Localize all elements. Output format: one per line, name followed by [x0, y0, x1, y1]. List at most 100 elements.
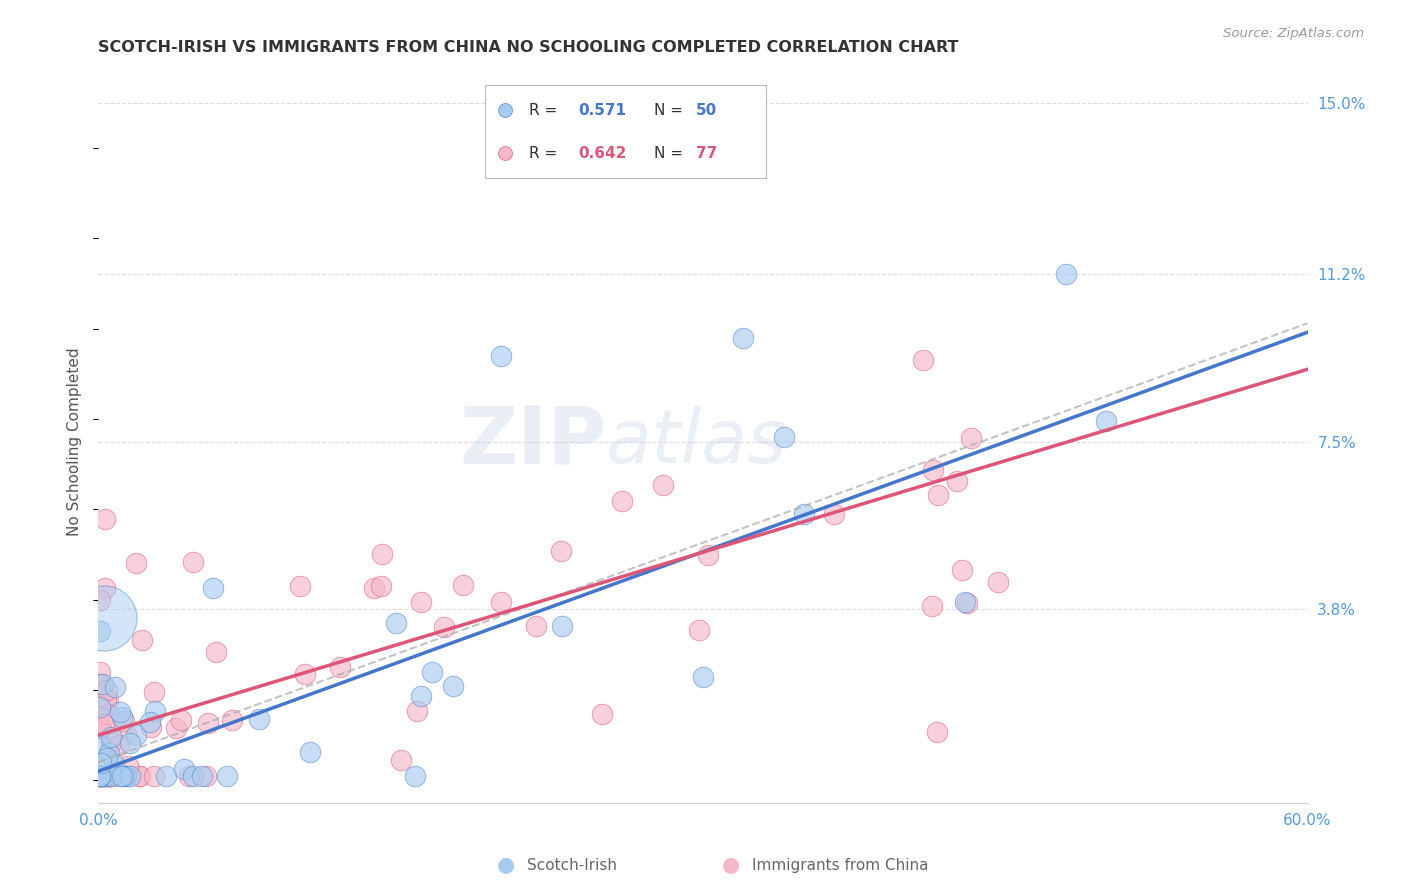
Point — [90, 769, 112, 783]
Point — [155, 769, 177, 783]
Point — [125, 556, 148, 570]
Point — [494, 146, 516, 161]
Point — [96, 769, 118, 783]
Point — [1095, 414, 1118, 428]
Point — [100, 769, 122, 783]
Point — [117, 758, 139, 772]
Point — [93, 610, 115, 624]
Point — [491, 595, 513, 609]
Point — [98, 769, 121, 783]
Point — [793, 507, 815, 521]
Point — [89, 665, 111, 679]
Point — [97, 706, 120, 721]
Point — [696, 548, 718, 562]
Point — [384, 615, 406, 630]
Point — [96, 683, 118, 698]
Text: ●: ● — [723, 855, 740, 875]
Point — [118, 769, 141, 783]
Point — [89, 769, 111, 783]
Point — [692, 670, 714, 684]
Point — [138, 715, 160, 730]
Point — [131, 633, 153, 648]
Text: Immigrants from China: Immigrants from China — [752, 858, 929, 872]
Point — [93, 769, 115, 783]
Point — [921, 599, 943, 614]
Text: N =: N = — [654, 103, 688, 118]
Y-axis label: No Schooling Completed: No Schooling Completed — [67, 347, 83, 536]
Point — [221, 713, 243, 727]
Point — [389, 753, 412, 767]
Point — [93, 769, 115, 783]
Text: 0.571: 0.571 — [578, 103, 626, 118]
Point — [181, 555, 204, 569]
Point — [294, 666, 316, 681]
Point — [191, 769, 214, 783]
Point — [733, 331, 755, 345]
Point — [404, 769, 426, 783]
Point — [108, 738, 131, 752]
Point — [89, 676, 111, 690]
Text: 50: 50 — [696, 103, 717, 118]
Point — [142, 685, 165, 699]
Point — [247, 712, 270, 726]
Point — [652, 478, 675, 492]
Point — [98, 769, 121, 783]
Text: SCOTCH-IRISH VS IMMIGRANTS FROM CHINA NO SCHOOLING COMPLETED CORRELATION CHART: SCOTCH-IRISH VS IMMIGRANTS FROM CHINA NO… — [98, 40, 959, 55]
Point — [89, 769, 111, 783]
Point — [94, 511, 117, 525]
Point — [451, 578, 474, 592]
Text: R =: R = — [529, 103, 562, 118]
Point — [217, 769, 239, 783]
Point — [114, 726, 136, 740]
Point — [94, 581, 117, 595]
Point — [201, 581, 224, 595]
Text: N =: N = — [654, 145, 688, 161]
Point — [93, 769, 115, 783]
Point — [90, 722, 112, 736]
Point — [103, 756, 125, 771]
Point — [688, 624, 710, 638]
Point — [181, 769, 204, 783]
Point — [631, 128, 654, 142]
Point — [112, 714, 135, 728]
Point — [433, 620, 456, 634]
Point — [97, 769, 120, 783]
Point — [911, 353, 934, 368]
Point — [94, 769, 117, 783]
Point — [823, 507, 845, 521]
Point — [441, 679, 464, 693]
Point — [145, 704, 167, 718]
Point — [94, 691, 117, 706]
Point — [90, 756, 112, 770]
Point — [89, 769, 111, 783]
Point — [204, 645, 226, 659]
Point — [551, 619, 574, 633]
Point — [927, 488, 949, 502]
Point — [420, 665, 443, 680]
Point — [139, 720, 162, 734]
Point — [610, 494, 633, 508]
Point — [89, 722, 111, 736]
Point — [112, 769, 135, 783]
Point — [288, 579, 311, 593]
Point — [170, 714, 193, 728]
Point — [111, 709, 134, 723]
Point — [329, 660, 352, 674]
Point — [125, 727, 148, 741]
Point — [195, 769, 218, 783]
Point — [927, 725, 949, 739]
Point — [128, 769, 150, 783]
Point — [173, 763, 195, 777]
Point — [120, 735, 142, 749]
Point — [411, 689, 433, 703]
Point — [953, 595, 976, 609]
Point — [100, 731, 122, 745]
Point — [89, 769, 111, 783]
Point — [524, 619, 547, 633]
Text: Source: ZipAtlas.com: Source: ZipAtlas.com — [1223, 27, 1364, 40]
Point — [108, 705, 131, 719]
Point — [104, 680, 127, 694]
Point — [98, 769, 121, 783]
Text: 77: 77 — [696, 145, 717, 161]
Text: atlas: atlas — [606, 406, 787, 477]
